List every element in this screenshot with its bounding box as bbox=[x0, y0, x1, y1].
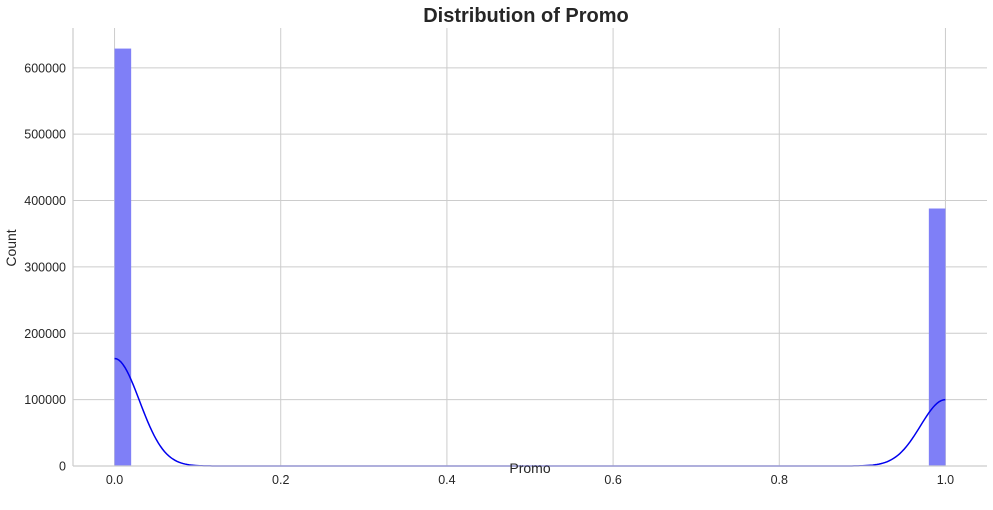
y-tick-label: 500000 bbox=[24, 128, 66, 142]
x-tick-label: 0.6 bbox=[604, 473, 621, 487]
axes-spines bbox=[73, 28, 987, 466]
kde-curve-group bbox=[115, 358, 946, 466]
y-tick-label: 100000 bbox=[24, 393, 66, 407]
kde-curve bbox=[115, 358, 946, 466]
x-tick-label: 1.0 bbox=[937, 473, 954, 487]
bars bbox=[115, 49, 946, 466]
y-tick-label: 300000 bbox=[24, 260, 66, 274]
histogram-bar-0 bbox=[115, 49, 132, 466]
y-tick-label: 0 bbox=[59, 460, 66, 474]
x-tick-label: 0.2 bbox=[272, 473, 289, 487]
x-tick-label: 0.8 bbox=[771, 473, 788, 487]
y-axis-label: Count bbox=[3, 229, 19, 266]
histogram-bar-1 bbox=[929, 209, 946, 466]
chart-title: Distribution of Promo bbox=[423, 5, 629, 27]
y-tick-label: 600000 bbox=[24, 61, 66, 75]
x-tick-label: 0.0 bbox=[106, 473, 123, 487]
y-tick-label: 400000 bbox=[24, 194, 66, 208]
grid-lines bbox=[73, 28, 987, 466]
x-axis-label: Promo bbox=[509, 460, 550, 476]
x-tick-label: 0.4 bbox=[438, 473, 455, 487]
y-tick-labels: 0 100000 200000 300000 400000 500000 600000 bbox=[24, 61, 66, 473]
y-tick-label: 200000 bbox=[24, 327, 66, 341]
